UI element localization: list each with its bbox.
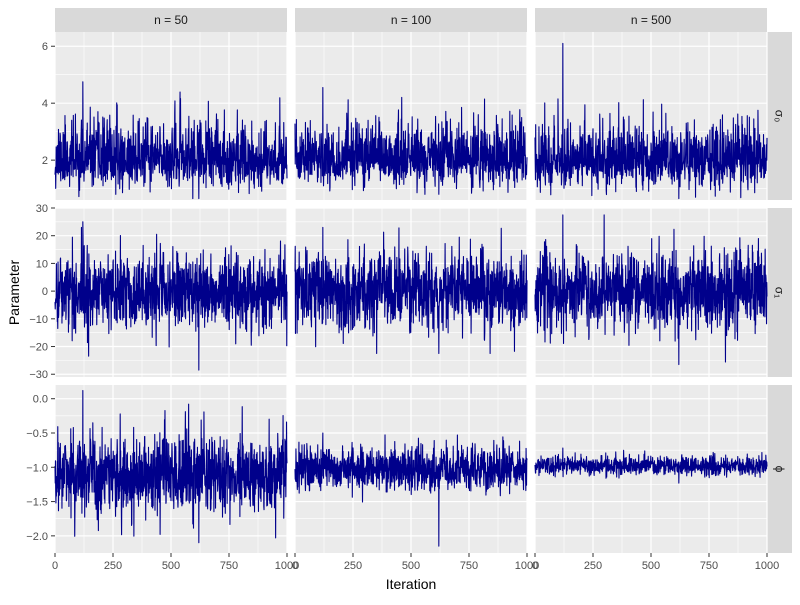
trace-line <box>294 432 528 547</box>
x-tick-label: 0 <box>532 560 538 572</box>
y-tick-label: 2 <box>42 155 48 167</box>
facet-strip-col <box>55 8 287 32</box>
y-tick-label: −1.0 <box>26 462 48 474</box>
y-tick-label: 20 <box>36 231 48 243</box>
y-tick-label: −10 <box>29 314 48 326</box>
x-axis-title: Iteration <box>386 576 437 592</box>
y-tick-label: −20 <box>29 342 48 354</box>
x-tick-label: 0 <box>52 560 58 572</box>
facet-strip-col <box>535 8 767 32</box>
y-axis-title: Parameter <box>6 259 22 325</box>
x-tick-label: 500 <box>402 560 420 572</box>
y-tick-label: −1.5 <box>26 497 48 509</box>
trace-line <box>54 221 288 371</box>
facet-strip-label: n = 100 <box>391 13 432 27</box>
x-tick-label: 1000 <box>275 560 299 572</box>
x-tick-label: 250 <box>584 560 602 572</box>
x-tick-label: 750 <box>700 560 718 572</box>
trace-line <box>534 42 768 200</box>
x-tick-label: 750 <box>460 560 478 572</box>
facet-strip-label: n = 500 <box>631 13 672 27</box>
y-tick-label: 4 <box>42 98 48 110</box>
facet-strip-label: σ₁ <box>773 287 787 298</box>
y-tick-label: 0.0 <box>33 394 48 406</box>
x-tick-label: 250 <box>344 560 362 572</box>
trace-line <box>54 81 288 200</box>
y-tick-label: 10 <box>36 258 48 270</box>
facet-strip-label: n = 50 <box>154 13 188 27</box>
x-tick-label: 1000 <box>755 560 779 572</box>
x-tick-label: 500 <box>162 560 180 572</box>
facet-strip-label: ϕ <box>773 466 787 473</box>
facet-strip-col <box>295 8 527 32</box>
trace-line <box>294 86 528 195</box>
x-tick-label: 250 <box>104 560 122 572</box>
facet-strip-row <box>767 208 792 377</box>
x-tick-label: 500 <box>642 560 660 572</box>
trace-line <box>294 226 528 354</box>
trace-line <box>534 447 768 484</box>
x-tick-label: 0 <box>292 560 298 572</box>
facet-strip-row <box>767 32 792 200</box>
y-tick-label: 0 <box>42 286 48 298</box>
trace-line <box>534 214 768 366</box>
y-tick-label: −0.5 <box>26 428 48 440</box>
x-tick-label: 750 <box>220 560 238 572</box>
x-tick-label: 1000 <box>515 560 539 572</box>
y-tick-label: −30 <box>29 369 48 381</box>
trace-line <box>54 389 288 544</box>
facet-strip-label: σ₀ <box>773 110 787 122</box>
y-tick-label: 30 <box>36 203 48 215</box>
facet-strip-row <box>767 385 792 553</box>
y-tick-label: −2.0 <box>26 531 48 543</box>
y-tick-label: 6 <box>42 41 48 53</box>
